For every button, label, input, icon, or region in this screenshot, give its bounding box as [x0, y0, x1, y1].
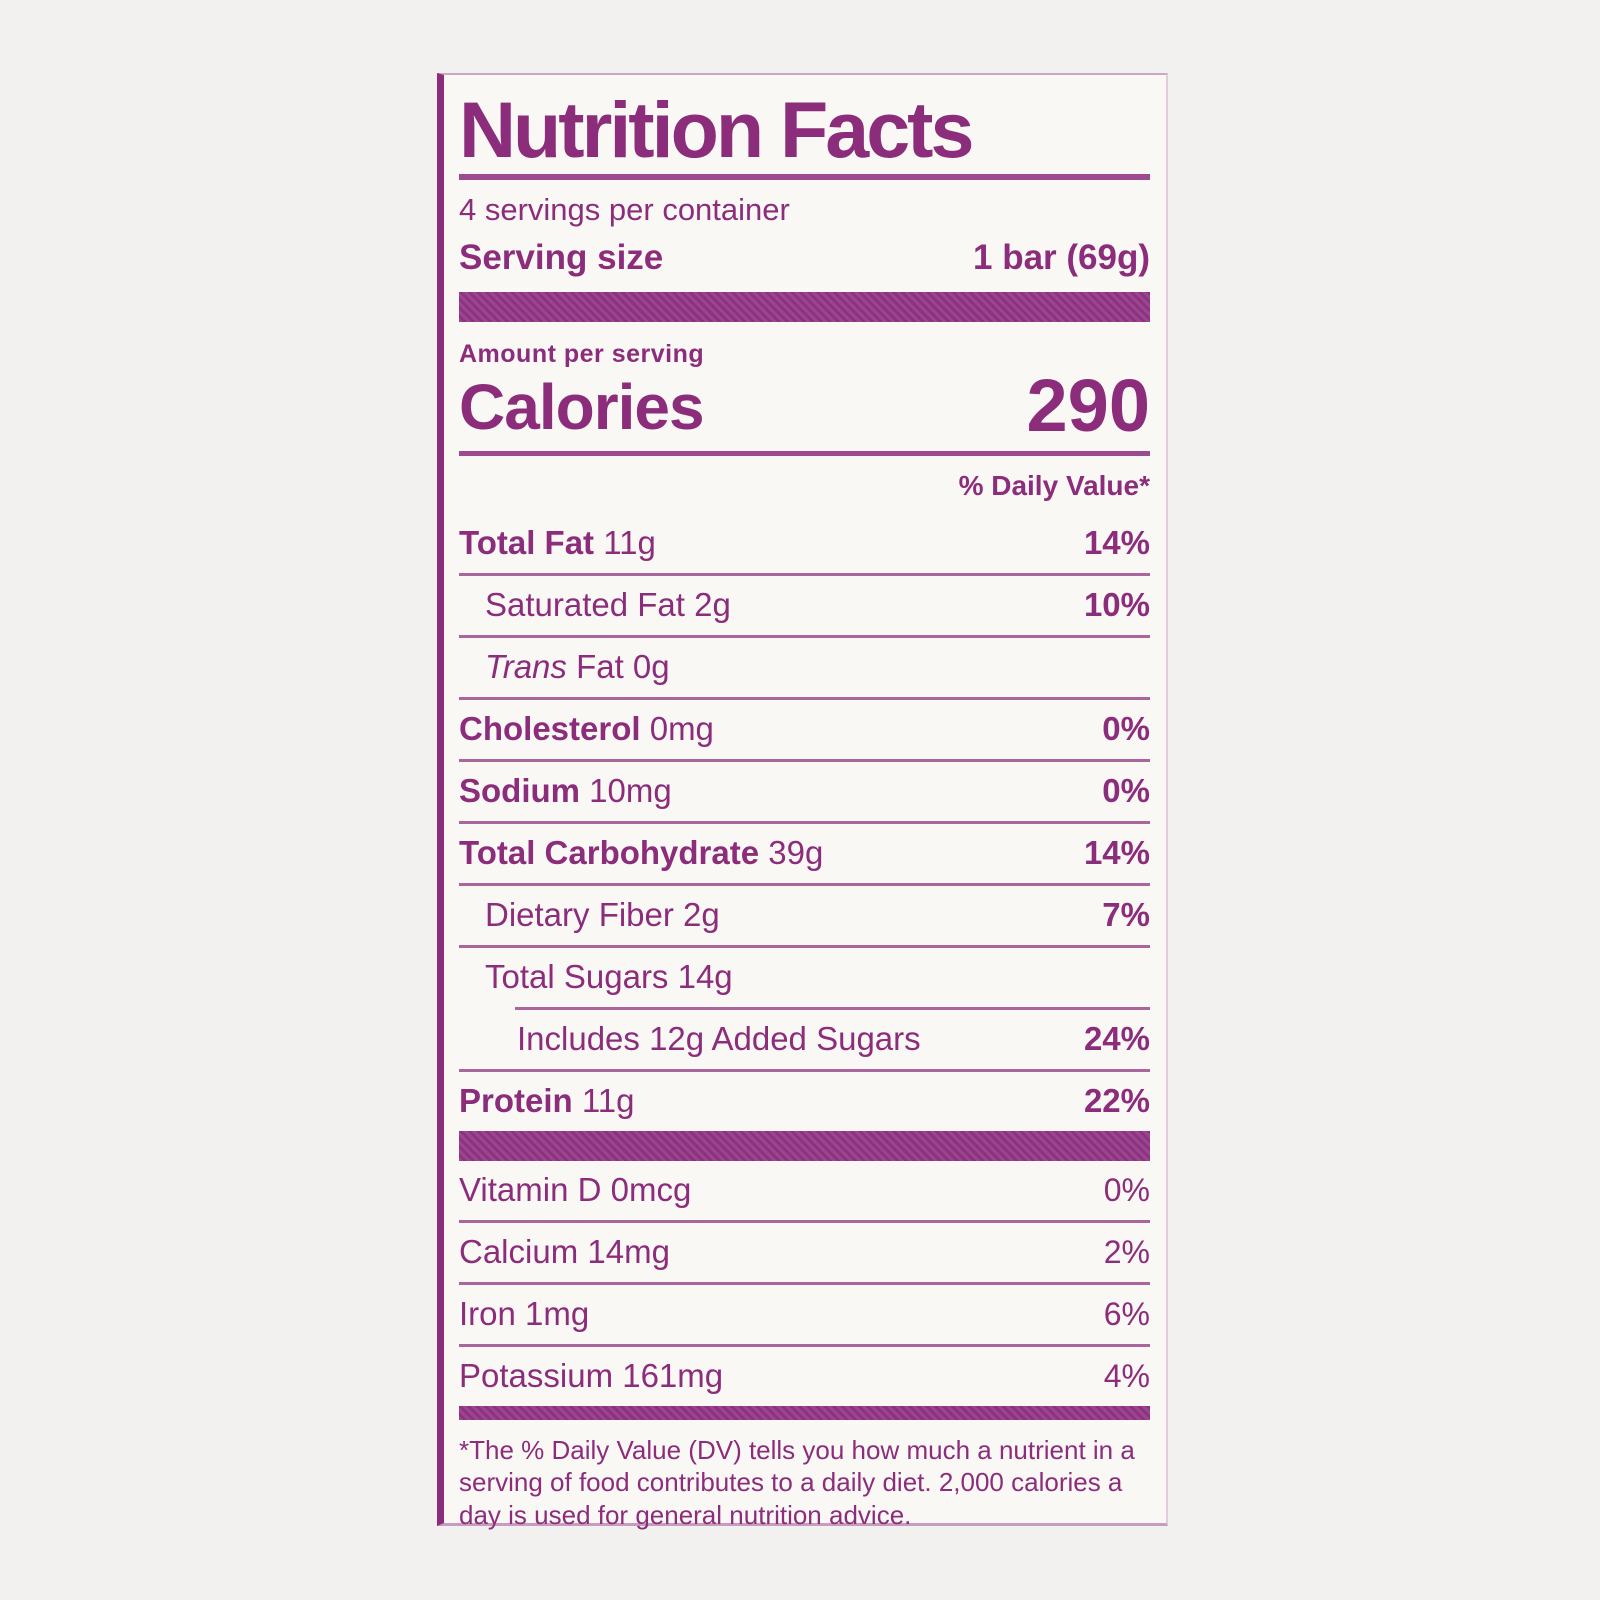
row-divider — [459, 882, 1150, 886]
serving-size-value: 1 bar (69g) — [973, 237, 1150, 277]
calories-row: Calories 290 — [459, 363, 1150, 447]
nutrient-amount: 39g — [759, 834, 824, 872]
nutrient-name: Total Fat — [459, 524, 595, 562]
nutrient-name: Iron — [459, 1295, 516, 1333]
nutrient-row: Calcium 14mg 2% — [459, 1223, 1150, 1282]
nutrient-daily-value: 24% — [1083, 1020, 1150, 1058]
nutrient-daily-value: 2% — [1103, 1233, 1150, 1270]
nutrient-name: Sodium — [459, 772, 580, 810]
nutrient-amount: 10mg — [580, 772, 672, 810]
nutrient-rows-section: Total Fat 11g 14% Saturated Fat 2g 10% Trans… — [459, 514, 1150, 1131]
serving-size-label: Serving size — [459, 237, 664, 277]
daily-value-header: % Daily Value* — [958, 469, 1150, 501]
nutrient-name: Cholesterol — [459, 710, 641, 748]
section-divider-bar — [459, 1130, 1150, 1161]
footer-divider-bar — [459, 1405, 1150, 1420]
nutrient-amount: 161mg — [613, 1357, 724, 1395]
nutrient-daily-value: 14% — [1083, 834, 1150, 872]
section-divider-bar — [459, 291, 1150, 322]
nutrient-amount: 11g — [572, 1082, 635, 1120]
nutrient-row: Iron 1mg 6% — [459, 1285, 1150, 1344]
calories-divider — [459, 450, 1150, 456]
row-divider — [459, 1219, 1150, 1223]
nutrient-row: Includes 12g Added Sugars 24% — [459, 1010, 1150, 1069]
serving-size-row: Serving size 1 bar (69g) — [459, 238, 1150, 278]
calories-label: Calories — [459, 370, 705, 443]
row-divider — [459, 634, 1150, 638]
nutrient-row: Total Fat 11g 14% — [459, 514, 1150, 573]
row-divider — [459, 820, 1150, 824]
nutrient-amount: 2g — [673, 896, 720, 934]
row-divider — [459, 944, 1150, 948]
nutrient-name: Dietary Fiber — [485, 896, 674, 934]
row-divider — [459, 1068, 1150, 1072]
nutrient-name: Calcium — [459, 1233, 579, 1271]
nutrient-row: Trans Fat 0g — [459, 638, 1150, 697]
nutrient-daily-value: 0% — [1103, 1171, 1150, 1208]
row-divider — [459, 1343, 1150, 1347]
title-divider — [459, 173, 1150, 180]
nutrient-name: Potassium — [459, 1357, 614, 1395]
nutrient-row: Vitamin D 0mcg 0% — [459, 1161, 1150, 1220]
nutrient-row: Total Carbohydrate 39g 14% — [459, 824, 1150, 883]
nutrition-facts-label: Nutrition Facts 4 servings per container… — [437, 73, 1168, 1530]
nutrient-row: Cholesterol 0mg 0% — [459, 700, 1150, 759]
vitamin-rows-section: Vitamin D 0mcg 0% Calcium 14mg 2% Iron 1mg 6%… — [459, 1161, 1150, 1406]
label-title: Nutrition Facts — [459, 85, 974, 174]
nutrient-name: Total Sugars — [485, 958, 669, 996]
nutrient-daily-value: 4% — [1103, 1357, 1150, 1394]
nutrient-amount: 11g — [594, 524, 656, 562]
nutrient-name: Vitamin D — [459, 1171, 602, 1209]
nutrient-amount: 0mg — [640, 710, 714, 748]
daily-value-footnote: *The % Daily Value (DV) tells you how mu… — [459, 1434, 1135, 1530]
nutrient-daily-value: 14% — [1083, 524, 1150, 562]
nutrient-row: Potassium 161mg 4% — [459, 1347, 1150, 1406]
nutrient-name: Protein — [459, 1082, 573, 1120]
nutrient-name: Total Carbohydrate — [459, 834, 760, 872]
row-divider — [459, 696, 1150, 700]
nutrient-daily-value: 7% — [1102, 896, 1150, 934]
row-divider — [459, 572, 1150, 576]
nutrient-row: Sodium 10mg 0% — [459, 762, 1150, 821]
nutrient-daily-value: 10% — [1083, 586, 1150, 624]
amount-per-serving-label: Amount per serving — [459, 339, 705, 368]
nutrient-daily-value: 6% — [1103, 1295, 1150, 1332]
nutrient-daily-value: 0% — [1102, 710, 1150, 748]
nutrient-amount: 2g — [684, 586, 731, 624]
nutrient-name: Includes 12g Added Sugars — [517, 1020, 921, 1058]
nutrient-amount: 0mcg — [601, 1171, 692, 1209]
nutrient-name: Trans Fat — [485, 648, 624, 686]
row-divider — [459, 758, 1150, 762]
nutrient-amount: 0g — [623, 648, 670, 686]
calories-value: 290 — [1026, 363, 1150, 447]
nutrient-amount: 14mg — [578, 1233, 670, 1271]
nutrient-amount: 14g — [668, 958, 733, 996]
nutrient-row: Dietary Fiber 2g 7% — [459, 886, 1150, 945]
nutrient-daily-value: 22% — [1083, 1082, 1150, 1120]
nutrient-row: Protein 11g 22% — [459, 1072, 1150, 1131]
nutrient-name: Saturated Fat — [485, 586, 685, 624]
nutrient-row: Total Sugars 14g — [459, 948, 1150, 1007]
nutrient-amount: 1mg — [515, 1295, 590, 1333]
nutrient-row: Saturated Fat 2g 10% — [459, 576, 1150, 635]
row-divider — [459, 1281, 1150, 1285]
servings-per-container: 4 servings per container — [459, 191, 790, 227]
nutrient-daily-value: 0% — [1102, 772, 1150, 810]
row-divider — [515, 1006, 1150, 1010]
